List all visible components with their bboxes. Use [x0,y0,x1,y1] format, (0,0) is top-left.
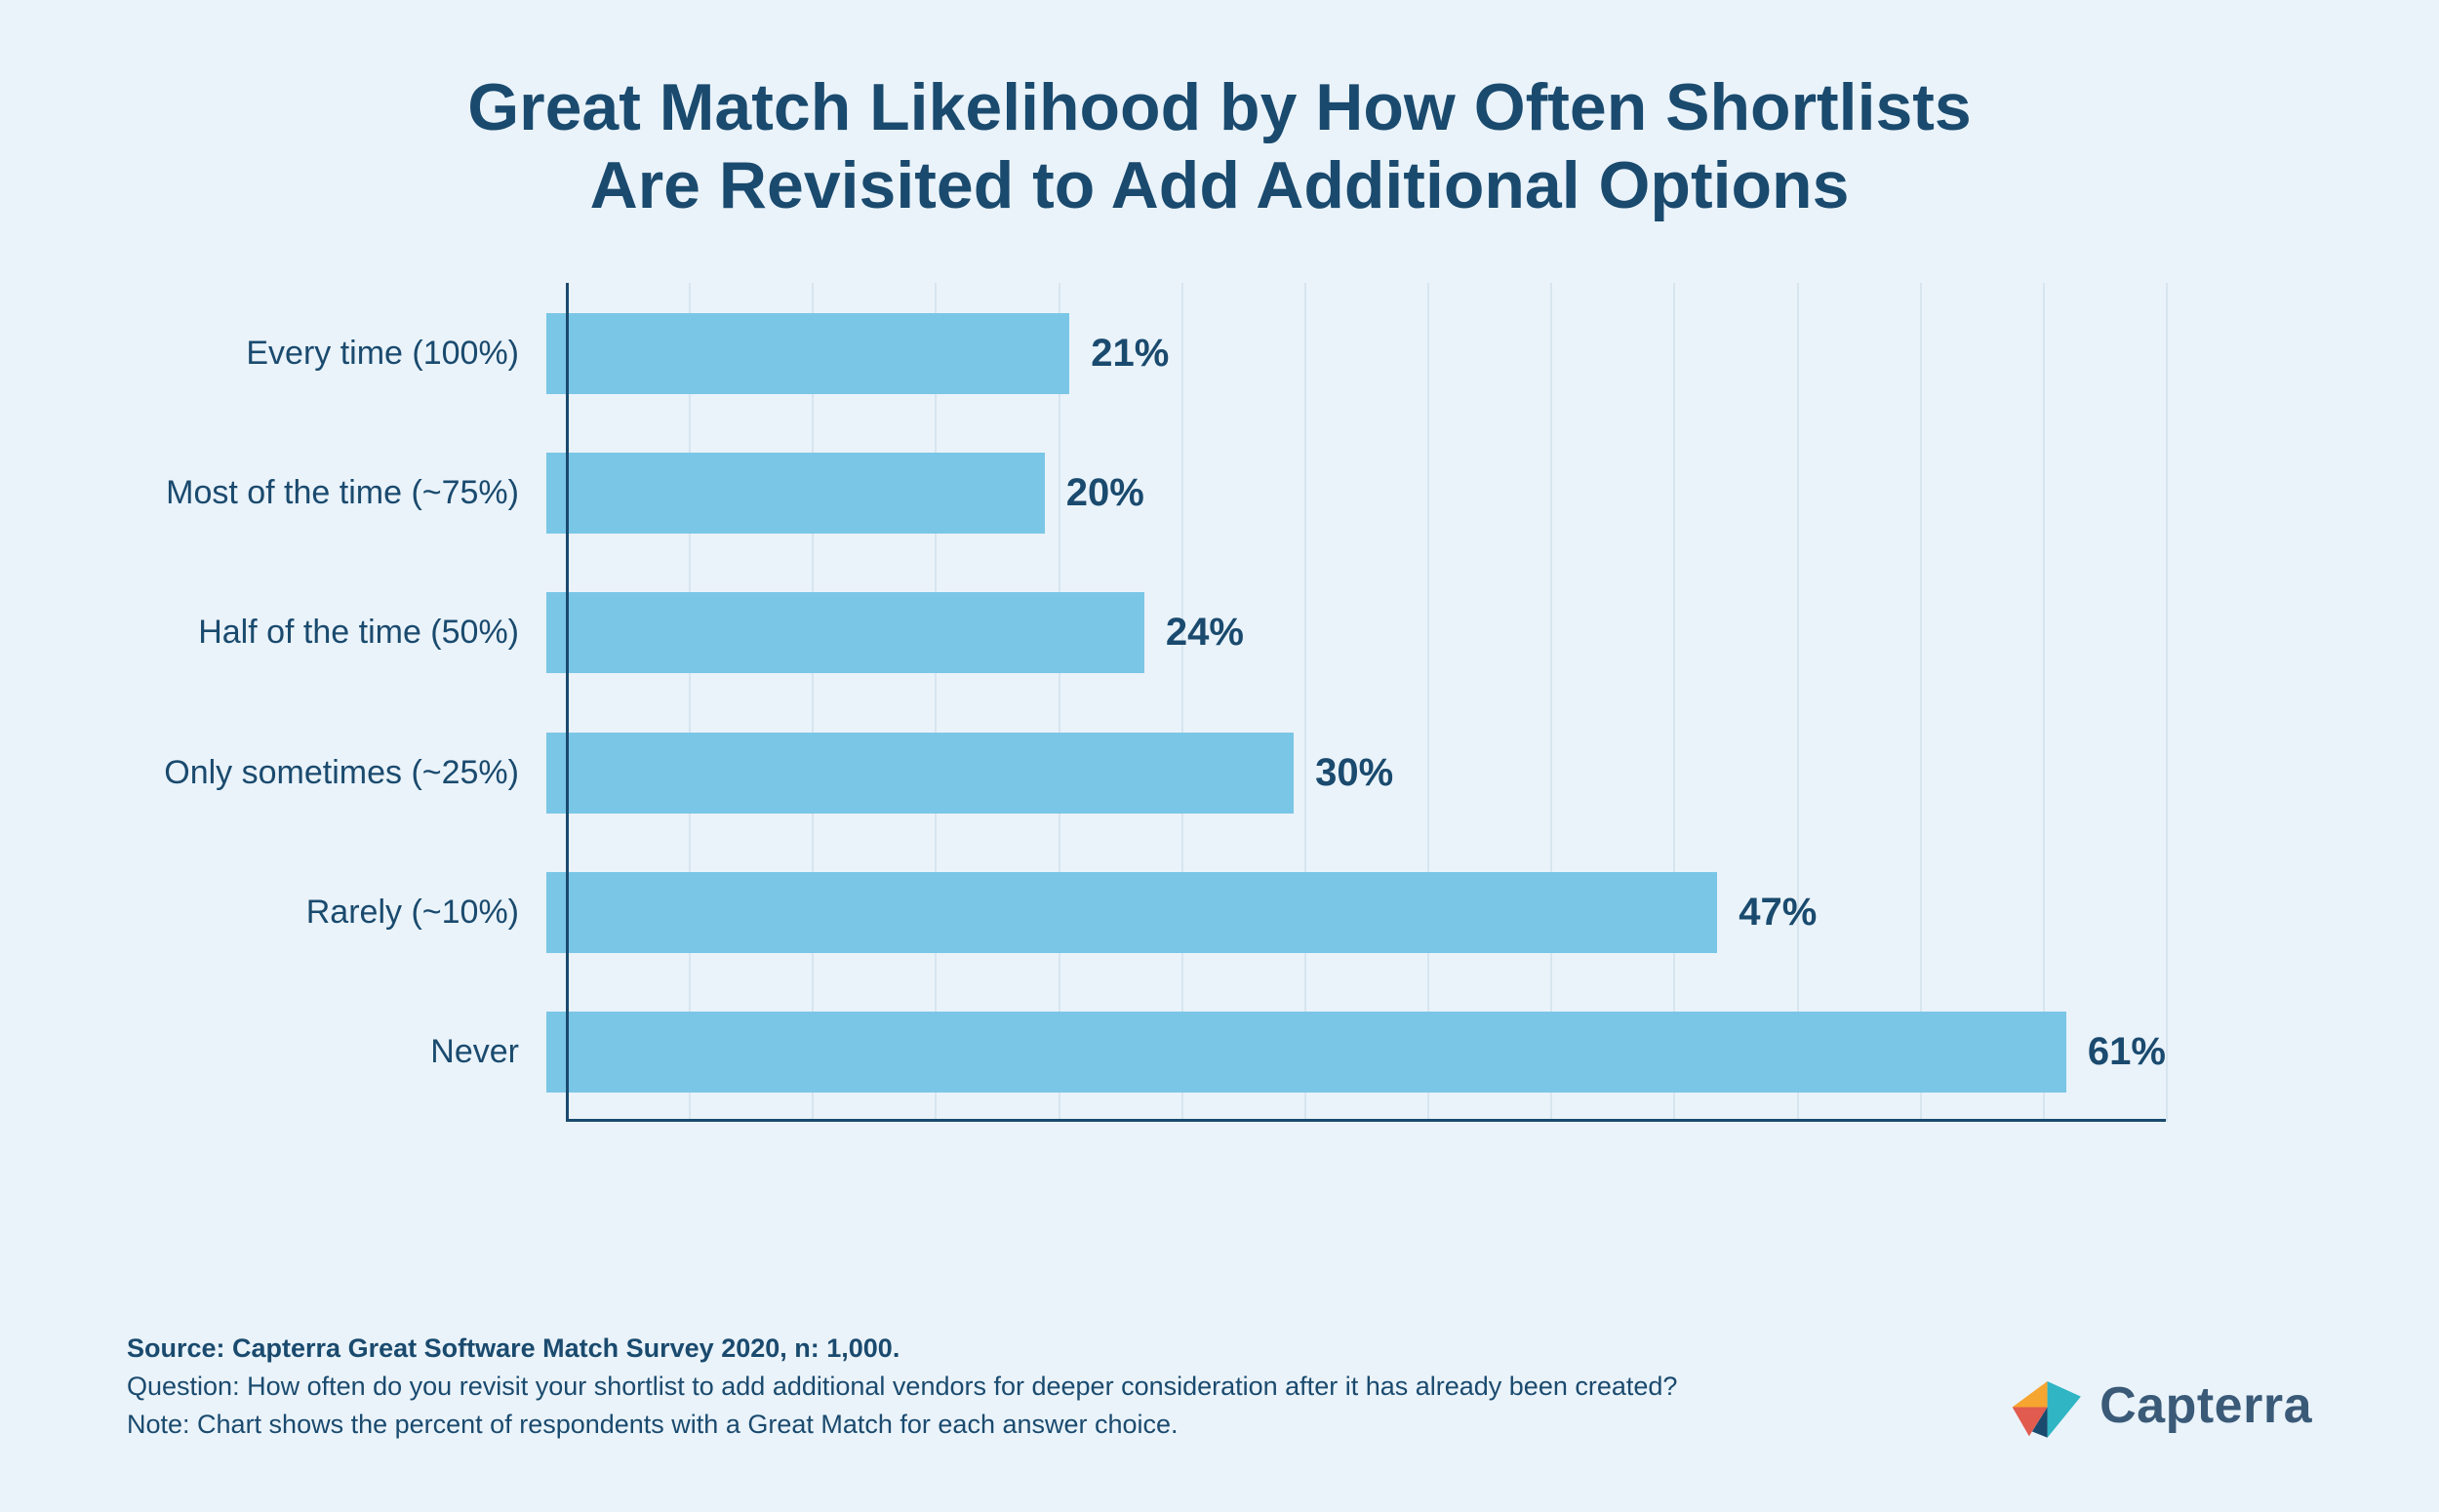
chart-page: Great Match Likelihood by How Often Shor… [0,0,2439,1512]
gridline [2166,283,2168,1122]
value-label: 24% [1166,611,1244,655]
bar-row: Every time (100%) 21% [156,283,2166,422]
chart-area: Every time (100%) 21% Most of the time (~7… [156,283,2283,1180]
footnotes: Source: Capterra Great Software Match Su… [127,1330,1677,1444]
bar [546,453,1045,534]
bar [546,733,1294,814]
footnote-question: Question: How often do you revisit your … [127,1368,1677,1406]
value-label: 47% [1739,891,1817,935]
footnote-note: Note: Chart shows the percent of respond… [127,1406,1677,1444]
value-label: 21% [1091,332,1169,376]
footnote-source: Source: Capterra Great Software Match Su… [127,1330,1677,1368]
bar-rows: Every time (100%) 21% Most of the time (~7… [156,283,2166,1122]
chart-title-line2: Are Revisited to Add Additional Options [590,148,1850,222]
y-axis-line [566,283,569,1122]
category-label: Half of the time (50%) [156,614,546,652]
bar-track: 20% [546,423,2166,563]
bar-row: Most of the time (~75%) 20% [156,423,2166,563]
footer: Source: Capterra Great Software Match Su… [127,1330,2312,1444]
bar-row: Rarely (~10%) 47% [156,843,2166,982]
brand: Capterra [2008,1368,2312,1444]
value-label: 30% [1315,751,1393,795]
bar [546,592,1144,673]
bar-row: Only sometimes (~25%) 30% [156,702,2166,842]
chart-title-line1: Great Match Likelihood by How Often Shor… [467,70,1972,144]
bar [546,872,1717,953]
chart-title: Great Match Likelihood by How Often Shor… [195,68,2244,224]
brand-name: Capterra [2099,1376,2312,1435]
bar-track: 24% [546,563,2166,702]
value-label: 61% [2088,1030,2166,1074]
bar [546,313,1069,394]
category-label: Rarely (~10%) [156,894,546,932]
category-label: Never [156,1033,546,1071]
bar-track: 61% [546,982,2166,1122]
capterra-logo-icon [2008,1368,2084,1444]
category-label: Every time (100%) [156,335,546,373]
bar-track: 30% [546,702,2166,842]
bar-row: Never 61% [156,982,2166,1122]
category-label: Most of the time (~75%) [156,474,546,512]
category-label: Only sometimes (~25%) [156,754,546,792]
value-label: 20% [1066,471,1144,515]
bar [546,1012,2066,1093]
bar-row: Half of the time (50%) 24% [156,563,2166,702]
bar-track: 21% [546,283,2166,422]
bar-track: 47% [546,843,2166,982]
